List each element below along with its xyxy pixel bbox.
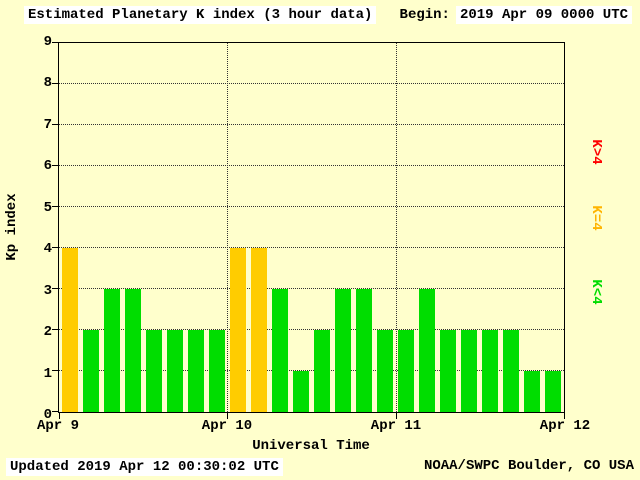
kp-bar-3 <box>124 289 141 412</box>
y-tick-label-7: 7 <box>43 116 52 133</box>
kp-bar-11 <box>292 371 309 412</box>
kp-bar-5 <box>166 330 183 412</box>
y-tick-label-6: 6 <box>43 158 52 175</box>
organization-credit: NOAA/SWPC Boulder, CO USA <box>423 458 634 474</box>
h-gridline-4 <box>59 247 564 248</box>
kp-bar-7 <box>208 330 225 412</box>
x-tick-mark-1 <box>227 413 229 419</box>
x-tick-label-3: Apr 12 <box>539 418 591 434</box>
y-tick-label-1: 1 <box>43 365 52 382</box>
kp-bar-2 <box>103 289 120 412</box>
x-tick-mark-3 <box>564 413 565 419</box>
x-tick-label-2: Apr 11 <box>370 418 422 434</box>
v-gridline-1 <box>227 43 229 412</box>
kp-bar-21 <box>503 330 520 412</box>
h-gridline-2 <box>59 329 564 330</box>
y-tick-label-0: 0 <box>43 407 52 423</box>
v-gridline-2 <box>395 43 397 412</box>
kp-bar-4 <box>145 330 162 412</box>
h-gridline-7 <box>59 124 564 125</box>
x-axis-title: Universal Time <box>252 438 370 454</box>
kp-bar-10 <box>271 289 288 412</box>
begin-value: 2019 Apr 09 0000 UTC <box>455 6 632 24</box>
kp-bar-19 <box>461 330 478 412</box>
kp-bar-14 <box>356 289 373 412</box>
kp-bar-6 <box>187 330 204 412</box>
kp-bar-22 <box>524 371 541 412</box>
x-axis-tick-labels: Apr 9 Apr 10 Apr 11 Apr 12 <box>37 418 590 436</box>
kp-bar-13 <box>335 289 352 412</box>
y-tick-mark-2 <box>52 329 58 330</box>
h-gridline-8 <box>59 83 564 84</box>
y-tick-label-8: 8 <box>43 75 52 92</box>
h-gridline-6 <box>59 165 564 166</box>
begin-label: Begin: <box>399 7 450 23</box>
kp-bar-18 <box>440 330 457 412</box>
kp-bar-1 <box>82 330 99 412</box>
x-tick-label-0: Apr 9 <box>36 418 80 434</box>
y-tick-mark-3 <box>52 288 58 289</box>
y-tick-mark-9 <box>52 42 58 43</box>
updated-timestamp: Updated 2019 Apr 12 00:30:02 UTC <box>6 458 283 476</box>
y-tick-mark-5 <box>52 206 58 207</box>
y-axis-title: Kp index <box>4 193 20 261</box>
kp-bar-17 <box>419 289 436 412</box>
y-tick-label-4: 4 <box>43 241 52 258</box>
begin-time: Begin: 2019 Apr 09 0000 UTC <box>400 6 632 24</box>
legend-item-k-eq-4: K=4 <box>588 205 604 231</box>
kp-bar-23 <box>545 371 562 412</box>
x-tick-mark-0 <box>59 413 60 419</box>
kp-bar-9 <box>250 248 267 412</box>
kp-bar-16 <box>398 330 415 412</box>
y-tick-mark-4 <box>52 247 58 248</box>
y-tick-mark-6 <box>52 165 58 166</box>
y-tick-label-9: 9 <box>43 34 52 50</box>
y-tick-label-3: 3 <box>43 282 52 299</box>
kp-bar-8 <box>229 248 246 412</box>
chart-title: Estimated Planetary K index (3 hour data… <box>24 6 377 24</box>
y-tick-label-5: 5 <box>43 199 52 216</box>
kp-bar-0 <box>61 248 78 412</box>
h-gridline-1 <box>59 370 564 371</box>
y-tick-mark-8 <box>52 83 58 84</box>
plot-area <box>52 42 565 419</box>
y-tick-mark-0 <box>52 411 58 412</box>
y-tick-label-2: 2 <box>43 324 52 341</box>
h-gridline-3 <box>59 288 564 289</box>
kp-bar-20 <box>482 330 499 412</box>
x-tick-label-1: Apr 10 <box>201 418 253 434</box>
h-gridline-5 <box>59 206 564 207</box>
y-axis-tick-labels: 0 1 2 3 4 5 6 7 8 9 <box>28 34 52 423</box>
legend-item-k-lt-4: K<4 <box>588 279 604 305</box>
kp-bar-15 <box>377 330 394 412</box>
x-tick-mark-2 <box>395 413 397 419</box>
kp-bar-12 <box>314 330 330 412</box>
legend-item-k-gt-4: K>4 <box>588 139 604 165</box>
y-tick-mark-7 <box>52 124 58 125</box>
y-tick-mark-1 <box>52 370 58 371</box>
